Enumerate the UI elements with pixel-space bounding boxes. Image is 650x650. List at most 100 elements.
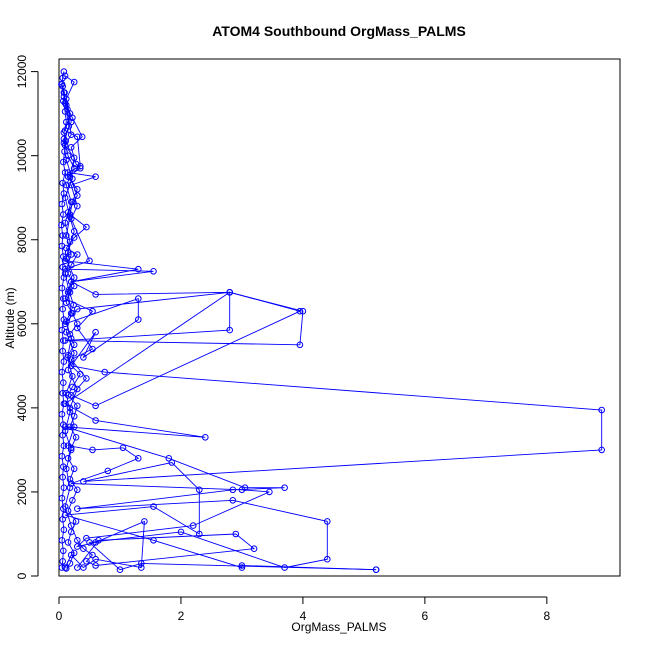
data-point bbox=[64, 507, 72, 515]
data-point bbox=[238, 564, 246, 571]
data-point bbox=[67, 362, 75, 370]
data-point bbox=[598, 406, 606, 414]
data-point bbox=[74, 543, 81, 550]
data-point bbox=[67, 261, 75, 269]
data-point bbox=[89, 345, 96, 353]
data-point bbox=[60, 442, 68, 450]
data-point bbox=[226, 289, 233, 296]
data-point bbox=[74, 324, 81, 332]
data-point bbox=[66, 213, 74, 220]
data-point bbox=[80, 354, 87, 361]
y-tick-label: 10000 bbox=[15, 139, 29, 173]
data-point bbox=[63, 389, 70, 397]
data-point bbox=[165, 455, 173, 462]
x-tick-label: 4 bbox=[300, 609, 307, 623]
data-point bbox=[58, 410, 66, 418]
series-6 bbox=[59, 83, 258, 571]
data-point bbox=[58, 564, 66, 571]
data-point bbox=[70, 165, 78, 172]
data-point bbox=[67, 251, 75, 258]
data-point bbox=[60, 274, 68, 281]
data-point bbox=[92, 173, 99, 180]
data-point bbox=[61, 72, 69, 80]
data-point bbox=[63, 465, 70, 473]
data-point bbox=[70, 154, 78, 162]
data-point bbox=[135, 265, 142, 273]
data-point bbox=[74, 402, 81, 410]
data-point bbox=[59, 179, 67, 187]
y-tick-label: 12000 bbox=[15, 55, 29, 89]
data-point bbox=[60, 526, 68, 534]
data-point bbox=[67, 335, 75, 342]
data-point bbox=[65, 286, 73, 294]
y-axis: 0 2000 4000 6000 8000 10000 12000 bbox=[15, 55, 39, 579]
y-tick-label: 2000 bbox=[15, 478, 29, 505]
data-point bbox=[296, 307, 304, 315]
data-point bbox=[95, 537, 102, 544]
data-point bbox=[60, 139, 68, 147]
data-point bbox=[70, 78, 78, 86]
data-point bbox=[63, 318, 70, 326]
data-point bbox=[69, 175, 76, 183]
data-point bbox=[229, 497, 237, 504]
x-axis-label: OrgMass_PALMS bbox=[291, 620, 386, 634]
data-point bbox=[59, 389, 67, 397]
series-layer bbox=[58, 68, 606, 574]
data-point bbox=[74, 385, 81, 393]
x-tick-label: 0 bbox=[56, 609, 63, 623]
data-point bbox=[59, 473, 67, 481]
data-point bbox=[58, 368, 66, 376]
data-point bbox=[70, 423, 78, 431]
y-tick-label: 6000 bbox=[15, 310, 29, 337]
data-point bbox=[119, 444, 127, 452]
data-point bbox=[86, 539, 93, 546]
data-point bbox=[177, 528, 185, 536]
data-point bbox=[61, 99, 69, 107]
x-axis: 0 2 4 6 8 bbox=[56, 596, 550, 623]
x-tick-label: 2 bbox=[178, 609, 185, 623]
data-point bbox=[74, 320, 81, 328]
data-point bbox=[89, 307, 96, 315]
data-point bbox=[226, 326, 233, 334]
data-point bbox=[61, 564, 69, 571]
data-point bbox=[250, 545, 258, 553]
data-point bbox=[92, 562, 99, 569]
data-point bbox=[74, 192, 81, 199]
data-point bbox=[66, 238, 74, 246]
data-point bbox=[64, 539, 72, 546]
data-point bbox=[138, 564, 145, 571]
data-point bbox=[58, 221, 65, 229]
data-point bbox=[58, 494, 66, 502]
data-point bbox=[70, 349, 78, 357]
data-point bbox=[63, 299, 70, 307]
data-point bbox=[189, 522, 197, 529]
data-point bbox=[61, 427, 69, 435]
data-point bbox=[63, 232, 70, 239]
data-point bbox=[83, 375, 90, 382]
data-point bbox=[89, 551, 96, 559]
data-point bbox=[69, 497, 76, 504]
series-line bbox=[63, 75, 270, 569]
data-point bbox=[238, 486, 246, 494]
data-point bbox=[74, 537, 81, 544]
data-point bbox=[281, 564, 288, 571]
data-point bbox=[59, 305, 67, 313]
data-point bbox=[296, 341, 304, 349]
data-point bbox=[92, 328, 99, 336]
data-point bbox=[70, 234, 78, 241]
data-point bbox=[63, 156, 70, 164]
data-point bbox=[59, 232, 67, 239]
data-point bbox=[116, 566, 124, 574]
data-point bbox=[232, 530, 240, 538]
data-point bbox=[101, 368, 108, 376]
chart-title: ATOM4 Southbound OrgMass_PALMS bbox=[212, 23, 466, 39]
data-point bbox=[61, 295, 69, 302]
data-point bbox=[63, 95, 70, 103]
data-point bbox=[59, 558, 67, 565]
data-point bbox=[372, 566, 380, 574]
data-point bbox=[58, 452, 66, 460]
series-5 bbox=[60, 72, 273, 571]
data-point bbox=[67, 551, 75, 559]
data-point bbox=[67, 144, 75, 151]
